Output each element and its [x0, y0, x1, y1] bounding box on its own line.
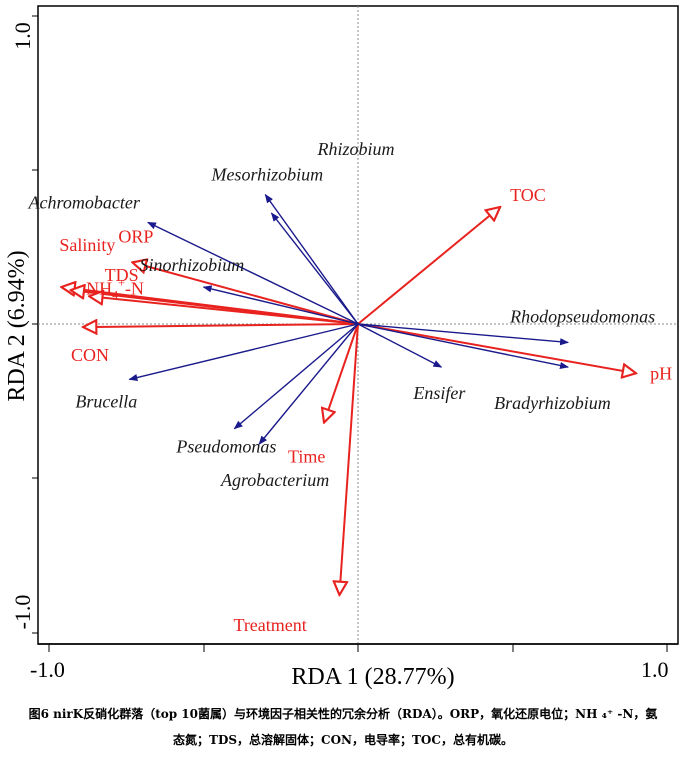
env-arrow-nh4-n: [89, 296, 359, 325]
env-label-salinity: Salinity: [59, 235, 115, 255]
env-label-treatment: Treatment: [233, 615, 306, 635]
x-tick-label-min: -1.0: [30, 657, 65, 682]
env-label-tds: TDS: [105, 265, 139, 285]
env-label-ph: pH: [650, 363, 672, 383]
vector-labels: TOC pH Salinity TDS ORP NH4+-N CON Time Treatmen…: [28, 139, 673, 635]
rda-biplot: -1.0 1.0 RDA 1 (28.77%) 1.0 -1.0 RDA 2 (…: [4, 5, 679, 690]
env-label-nh4-n: NH4+-N: [86, 275, 144, 301]
env-arrow-ph: [357, 323, 636, 373]
env-arrow-orp: [132, 262, 359, 325]
species-arrow-pseudomonas: [233, 323, 359, 430]
species-label-sinorhizobium: Sinorhizobium: [140, 255, 245, 275]
environment-arrows: [61, 207, 636, 595]
species-arrow-rhizobium: [270, 212, 359, 325]
env-arrow-time: [324, 323, 359, 423]
y-tick-label-min: -1.0: [10, 595, 35, 630]
x-axis: -1.0 1.0 RDA 1 (28.77%): [30, 643, 678, 690]
x-tick-label-max: 1.0: [641, 657, 669, 682]
species-label-rhizobium: Rhizobium: [316, 139, 394, 159]
y-axis-title: RDA 2 (6.94%): [4, 250, 30, 401]
caption-line-1: 图6 nirK反硝化群落（top 10菌属）与环境因子相关性的冗余分析（RDA）…: [28, 707, 658, 721]
species-arrow-achromobacter: [147, 221, 359, 325]
caption-line-2: 态氮；TDS，总溶解固体；CON，电导率；TOC，总有机碳。: [173, 733, 513, 747]
species-label-pseudomonas: Pseudomonas: [175, 437, 276, 457]
species-label-achromobacter: Achromobacter: [28, 192, 141, 212]
species-label-agrobacterium: Agrobacterium: [220, 470, 329, 490]
species-arrow-ensifer: [357, 323, 443, 368]
species-arrow-rhodopseudomonas: [357, 323, 570, 346]
species-label-ensifer: Ensifer: [412, 383, 466, 403]
species-arrows: [128, 193, 570, 445]
env-label-orp: ORP: [118, 226, 153, 246]
env-label-time: Time: [288, 447, 325, 467]
env-arrow-toc: [357, 207, 500, 325]
y-axis: 1.0 -1.0 RDA 2 (6.94%): [4, 15, 38, 634]
species-arrow-agrobacterium: [258, 323, 359, 445]
env-label-con: CON: [71, 345, 109, 365]
species-label-rhodopseudomonas: Rhodopseudomonas: [509, 306, 655, 326]
env-arrow-treatment: [339, 323, 359, 595]
species-arrow-mesorhizobium: [264, 193, 359, 325]
species-label-brucella: Brucella: [75, 391, 137, 411]
y-tick-label-max: 1.0: [10, 22, 35, 50]
species-arrow-sinorhizobium: [202, 285, 359, 325]
env-arrow-con: [83, 324, 359, 327]
env-label-toc: TOC: [510, 185, 546, 205]
species-arrow-bradyrhizobium: [357, 323, 570, 370]
species-label-bradyrhizobium: Bradyrhizobium: [494, 393, 611, 413]
figure-caption: 图6 nirK反硝化群落（top 10菌属）与环境因子相关性的冗余分析（RDA）…: [8, 701, 678, 753]
x-axis-title: RDA 1 (28.77%): [291, 664, 454, 690]
species-label-mesorhizobium: Mesorhizobium: [210, 165, 323, 185]
species-arrow-brucella: [128, 323, 359, 382]
